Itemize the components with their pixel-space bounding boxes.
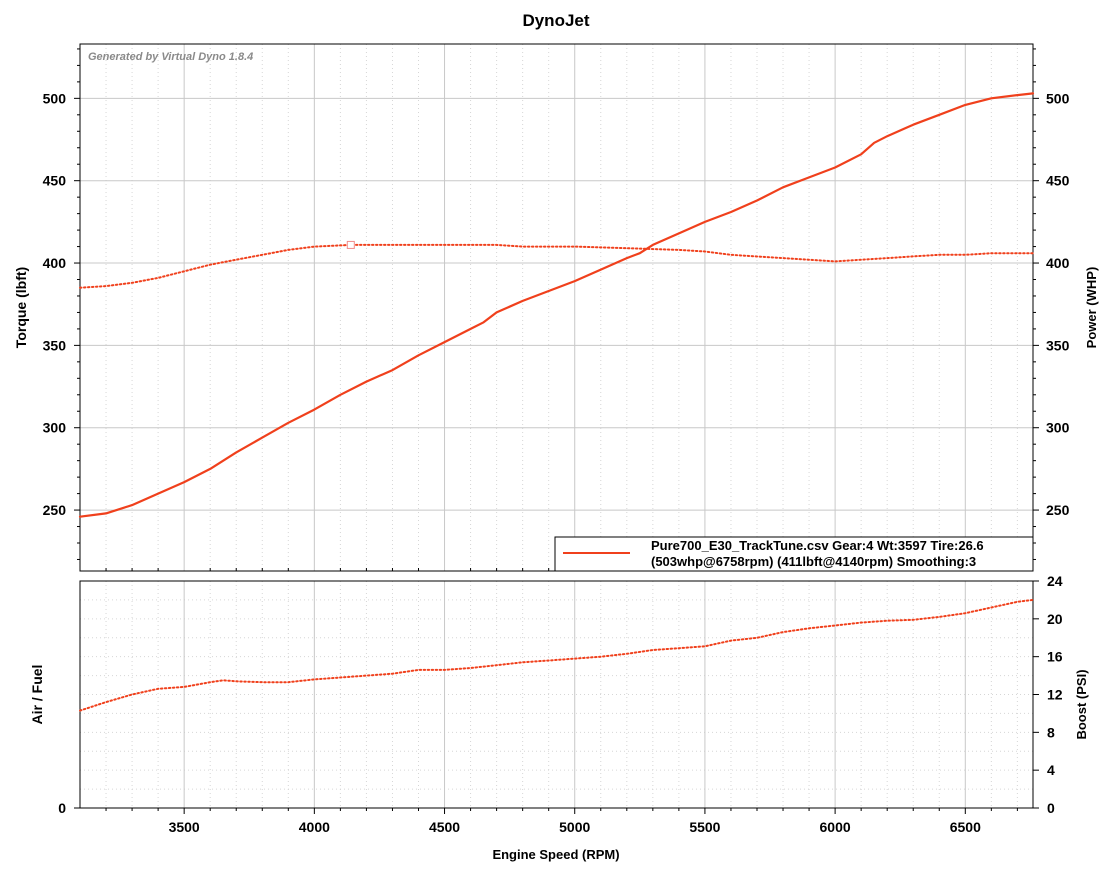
x-tick-label: 5500 bbox=[689, 819, 720, 835]
boost-tick-label: 24 bbox=[1047, 573, 1063, 589]
afr-axis-title: Air / Fuel bbox=[29, 665, 45, 725]
torque-series-line bbox=[79, 243, 1034, 289]
x-tick-label: 4500 bbox=[429, 819, 460, 835]
legend-line-1: Pure700_E30_TrackTune.csv Gear:4 Wt:3597… bbox=[651, 538, 984, 553]
boost-tick-label: 0 bbox=[1047, 800, 1055, 816]
top-plot-frame bbox=[79, 43, 1034, 572]
y-tick-label: 250 bbox=[43, 502, 67, 518]
boost-tick-label: 8 bbox=[1047, 724, 1055, 740]
bottom-plot-frame bbox=[79, 580, 1034, 809]
y2-tick-label: 500 bbox=[1046, 90, 1070, 106]
x-axis-title: Engine Speed (RPM) bbox=[492, 847, 619, 862]
x-tick-label: 4000 bbox=[299, 819, 330, 835]
legend: Pure700_E30_TrackTune.csv Gear:4 Wt:3597… bbox=[554, 536, 1034, 572]
boost-series-line bbox=[79, 598, 1034, 712]
y2-tick-label: 250 bbox=[1046, 502, 1070, 518]
y-tick-label: 300 bbox=[43, 420, 67, 436]
y2-tick-label: 300 bbox=[1046, 420, 1070, 436]
peak-torque-marker bbox=[346, 240, 355, 249]
y2-tick-label: 400 bbox=[1046, 255, 1070, 271]
top-panel: 250 300 350 400 450 500 250 300 350 400 450 500 Torq… bbox=[13, 43, 1099, 572]
y-tick-label: 450 bbox=[43, 173, 67, 189]
x-tick-label: 6000 bbox=[820, 819, 851, 835]
x-tick-label: 6500 bbox=[950, 819, 981, 835]
boost-axis-title: Boost (PSI) bbox=[1074, 669, 1089, 739]
x-tick-label: 3500 bbox=[169, 819, 200, 835]
y-tick-label: 400 bbox=[43, 255, 67, 271]
y-tick-label: 500 bbox=[43, 90, 67, 106]
afr-tick-label: 0 bbox=[58, 800, 66, 816]
legend-line-2: (503whp@6758rpm) (411lbft@4140rpm) Smoot… bbox=[651, 554, 976, 569]
power-series-line bbox=[78, 92, 1035, 518]
watermark-text: Generated by Virtual Dyno 1.8.4 bbox=[88, 51, 253, 63]
boost-tick-label: 4 bbox=[1047, 762, 1055, 778]
boost-tick-label: 20 bbox=[1047, 611, 1063, 627]
boost-tick-label: 12 bbox=[1047, 687, 1063, 703]
y-axis-title: Torque (lbft) bbox=[13, 267, 29, 348]
legend-box bbox=[554, 536, 1034, 572]
chart-title: DynoJet bbox=[522, 11, 589, 30]
y2-tick-label: 350 bbox=[1046, 337, 1070, 353]
boost-tick-label: 16 bbox=[1047, 649, 1063, 665]
y-tick-label: 350 bbox=[43, 337, 67, 353]
bottom-panel: 3500 4000 4500 5000 5500 6000 6500 0 4 8 12 16 20 24 0… bbox=[29, 573, 1089, 862]
x-tick-label: 5000 bbox=[559, 819, 590, 835]
y2-axis-title: Power (WHP) bbox=[1084, 267, 1099, 349]
y2-tick-label: 450 bbox=[1046, 173, 1070, 189]
